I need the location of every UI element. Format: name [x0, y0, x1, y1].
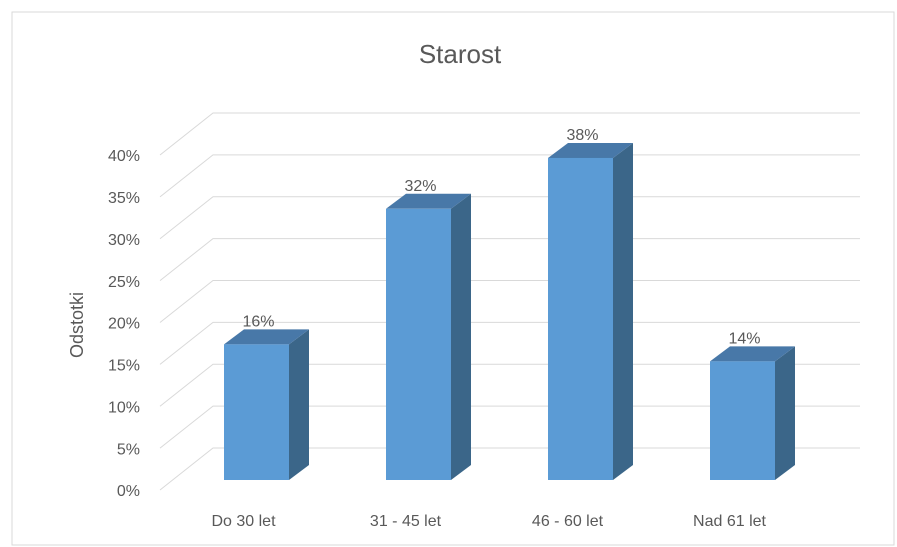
grid-line [159, 196, 860, 240]
bar [548, 157, 613, 480]
y-tick-label: 20% [108, 316, 140, 333]
y-tick-label: 5% [117, 441, 140, 458]
data-label: 16% [242, 314, 274, 331]
bar-side [613, 142, 633, 480]
y-tick-label: 10% [108, 399, 140, 416]
bar [386, 208, 451, 481]
grid-line [159, 321, 860, 365]
bar-top [224, 329, 309, 345]
y-tick-label: 25% [108, 274, 140, 291]
y-tick-label: 0% [117, 483, 140, 500]
data-label: 14% [728, 331, 760, 348]
data-label: 32% [404, 178, 436, 195]
grid-line [159, 280, 860, 323]
grid-line [159, 154, 860, 198]
x-tick-label: 46 - 60 let [532, 513, 604, 530]
y-tick-label: 30% [108, 232, 140, 249]
grid-line [159, 112, 860, 156]
bar-side [451, 193, 471, 481]
bar-top [710, 346, 795, 362]
bar [224, 344, 289, 480]
bar-top [548, 142, 633, 158]
y-tick-label: 15% [108, 358, 140, 375]
bar-side [289, 329, 309, 480]
x-tick-label: Do 30 let [211, 513, 276, 530]
bar [710, 361, 775, 480]
grid-line [159, 405, 860, 449]
y-tick-label: 40% [108, 148, 140, 165]
y-tick-label: 35% [108, 190, 140, 207]
grid-line [159, 238, 860, 282]
bar-top [386, 193, 471, 209]
x-tick-label: Nad 61 let [693, 513, 766, 530]
grid-line [159, 363, 860, 407]
bar-side [775, 346, 795, 480]
x-tick-label: 31 - 45 let [370, 513, 442, 530]
chart-title: Starost [419, 39, 502, 69]
grid-line [159, 447, 860, 491]
data-label: 38% [566, 127, 598, 144]
y-axis-label: Odstotki [67, 292, 87, 358]
